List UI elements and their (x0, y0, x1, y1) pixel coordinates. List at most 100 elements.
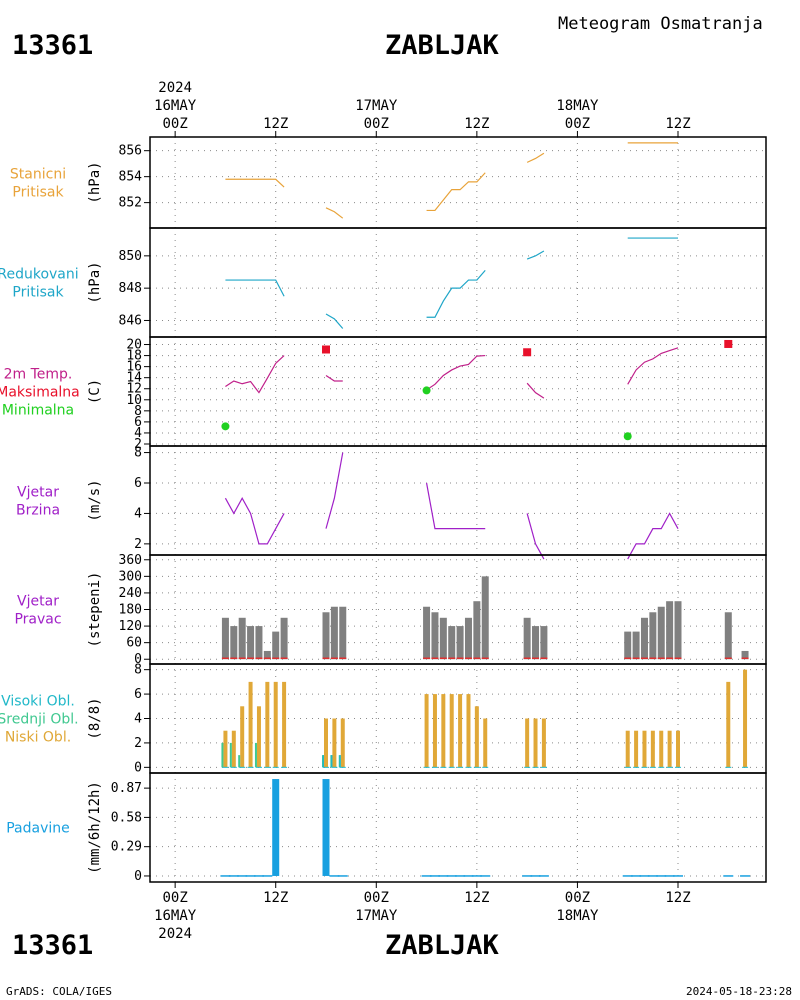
panel-frame (149, 445, 767, 556)
wind-direction-bar (741, 650, 749, 660)
wind-direction-bar (532, 626, 540, 660)
cloud-low-bar (432, 694, 437, 768)
header-subtitle: Meteogram Osmatranja (558, 14, 763, 34)
panel-reduced_pressure: 846 848 850 (hPa) Redukovani Pritisak (0, 227, 767, 338)
y-tick-label: 2 (134, 537, 142, 552)
wind-direction-bar (221, 617, 229, 660)
top-time-tick-label: 00Z (364, 116, 389, 132)
cloud-low-bar (642, 730, 647, 768)
y-axis-label: (8/8) (87, 697, 103, 739)
bottom-time-tick-label: 00Z (565, 890, 590, 906)
y-axis-label: (hPa) (87, 161, 103, 203)
y-tick-label: 0.87 (111, 781, 142, 796)
footer-timestamp: 2024-05-18-23:28 (686, 985, 792, 998)
y-tick-label: 4 (134, 712, 142, 727)
panel-legend-label: Stanicni (10, 167, 66, 183)
top-date-label: 16MAY (154, 98, 197, 114)
series-line (526, 250, 545, 260)
panel-legend-label: Redukovani (0, 267, 79, 283)
y-tick-label: 852 (119, 196, 142, 211)
panel-legend-label: Pravac (14, 612, 61, 628)
cloud-mid-bar (238, 755, 241, 768)
bottom-time-tick-label: 12Z (665, 890, 690, 906)
panel-legend-label: Srednji Obl. (0, 712, 79, 728)
cloud-low-bar (533, 718, 538, 768)
panel-legend-label: Visoki Obl. (1, 694, 75, 710)
y-tick-label: 0.29 (111, 840, 142, 855)
wind-direction-bar (238, 617, 246, 660)
wind-direction-bar (624, 631, 632, 660)
panel-legend-label: Pritisak (12, 285, 64, 301)
cloud-low-bar (273, 681, 278, 768)
bottom-time-tick-label: 00Z (162, 890, 187, 906)
tmin-marker (422, 386, 431, 395)
panel-wind_speed: 2 4 6 8 (m/s) Vjetar Brzina (16, 445, 767, 560)
panel-frame (149, 772, 767, 883)
panel-legend-label: Minimalna (2, 403, 74, 419)
bottom-time-tick-label: 12Z (263, 890, 288, 906)
panel-frame (149, 336, 767, 447)
top-time-tick-label: 00Z (162, 116, 187, 132)
series-line (325, 374, 343, 382)
y-axis-label: (stepeni) (87, 572, 103, 648)
top-time-tick-label: 12Z (464, 116, 489, 132)
wind-direction-bar (263, 650, 271, 660)
y-tick-label: 14 (126, 371, 142, 386)
series-line (426, 172, 486, 212)
tmax-marker (523, 348, 532, 357)
cloud-low-bar (667, 730, 672, 768)
y-axis-label: (mm/6h/12h) (87, 781, 103, 874)
y-tick-label: 0 (134, 869, 142, 884)
y-axis-label: (C) (87, 379, 103, 404)
panel-legend-label: 2m Temp. (4, 367, 73, 383)
cloud-low-bar (256, 706, 261, 768)
panel-station_pressure: 852 854 856 (hPa) Stanicni Pritisak (10, 136, 767, 229)
y-tick-label: 240 (119, 586, 142, 601)
cloud-mid-bar (221, 742, 224, 768)
cloud-low-bar (324, 718, 328, 768)
wind-direction-bar (330, 606, 338, 660)
wind-direction-bar (674, 601, 682, 660)
y-tick-label: 4 (134, 506, 142, 521)
bottom-time-tick-label: 00Z (364, 890, 389, 906)
cloud-mid-bar (254, 742, 257, 768)
panel-legend-label: Brzina (16, 503, 60, 519)
panel-legend-label: Vjetar (17, 485, 59, 501)
y-tick-label: 846 (119, 313, 142, 328)
y-tick-label: 360 (119, 553, 142, 568)
y-tick-label: 120 (119, 619, 142, 634)
wind-direction-bar (448, 626, 456, 660)
series-line (426, 269, 486, 318)
y-tick-label: 18 (126, 349, 142, 364)
wind-direction-bar (666, 601, 674, 660)
series-line (325, 207, 344, 219)
wind-direction-bar (439, 617, 447, 660)
series-line (325, 452, 344, 529)
top-time-tick-label: 12Z (665, 116, 690, 132)
footer-credit: GrADS: COLA/IGES (6, 985, 112, 998)
panel-legend-label: Pritisak (12, 185, 64, 201)
y-tick-label: 854 (119, 170, 143, 185)
wind-direction-bar (423, 606, 431, 660)
cloud-low-bar (282, 681, 287, 768)
cloud-mid-bar (229, 742, 232, 768)
series-line (426, 354, 486, 391)
y-axis-label: (hPa) (87, 261, 103, 303)
precip-bar (322, 779, 330, 876)
cloud-high-bar (322, 755, 324, 768)
wind-direction-bar (255, 626, 263, 660)
cloud-low-bar (449, 694, 454, 768)
y-tick-label: 12 (126, 382, 142, 397)
cloud-high-bar (339, 755, 341, 768)
wind-direction-bar (322, 612, 330, 660)
wind-direction-bar (481, 576, 489, 660)
wind-direction-bar (724, 612, 732, 660)
tmax-marker (724, 339, 733, 348)
cloud-low-bar (265, 681, 270, 768)
series-line (526, 382, 545, 399)
y-tick-label: 300 (119, 569, 142, 584)
series-line (425, 482, 486, 530)
y-tick-label: 60 (126, 636, 142, 651)
series-line (225, 279, 285, 297)
